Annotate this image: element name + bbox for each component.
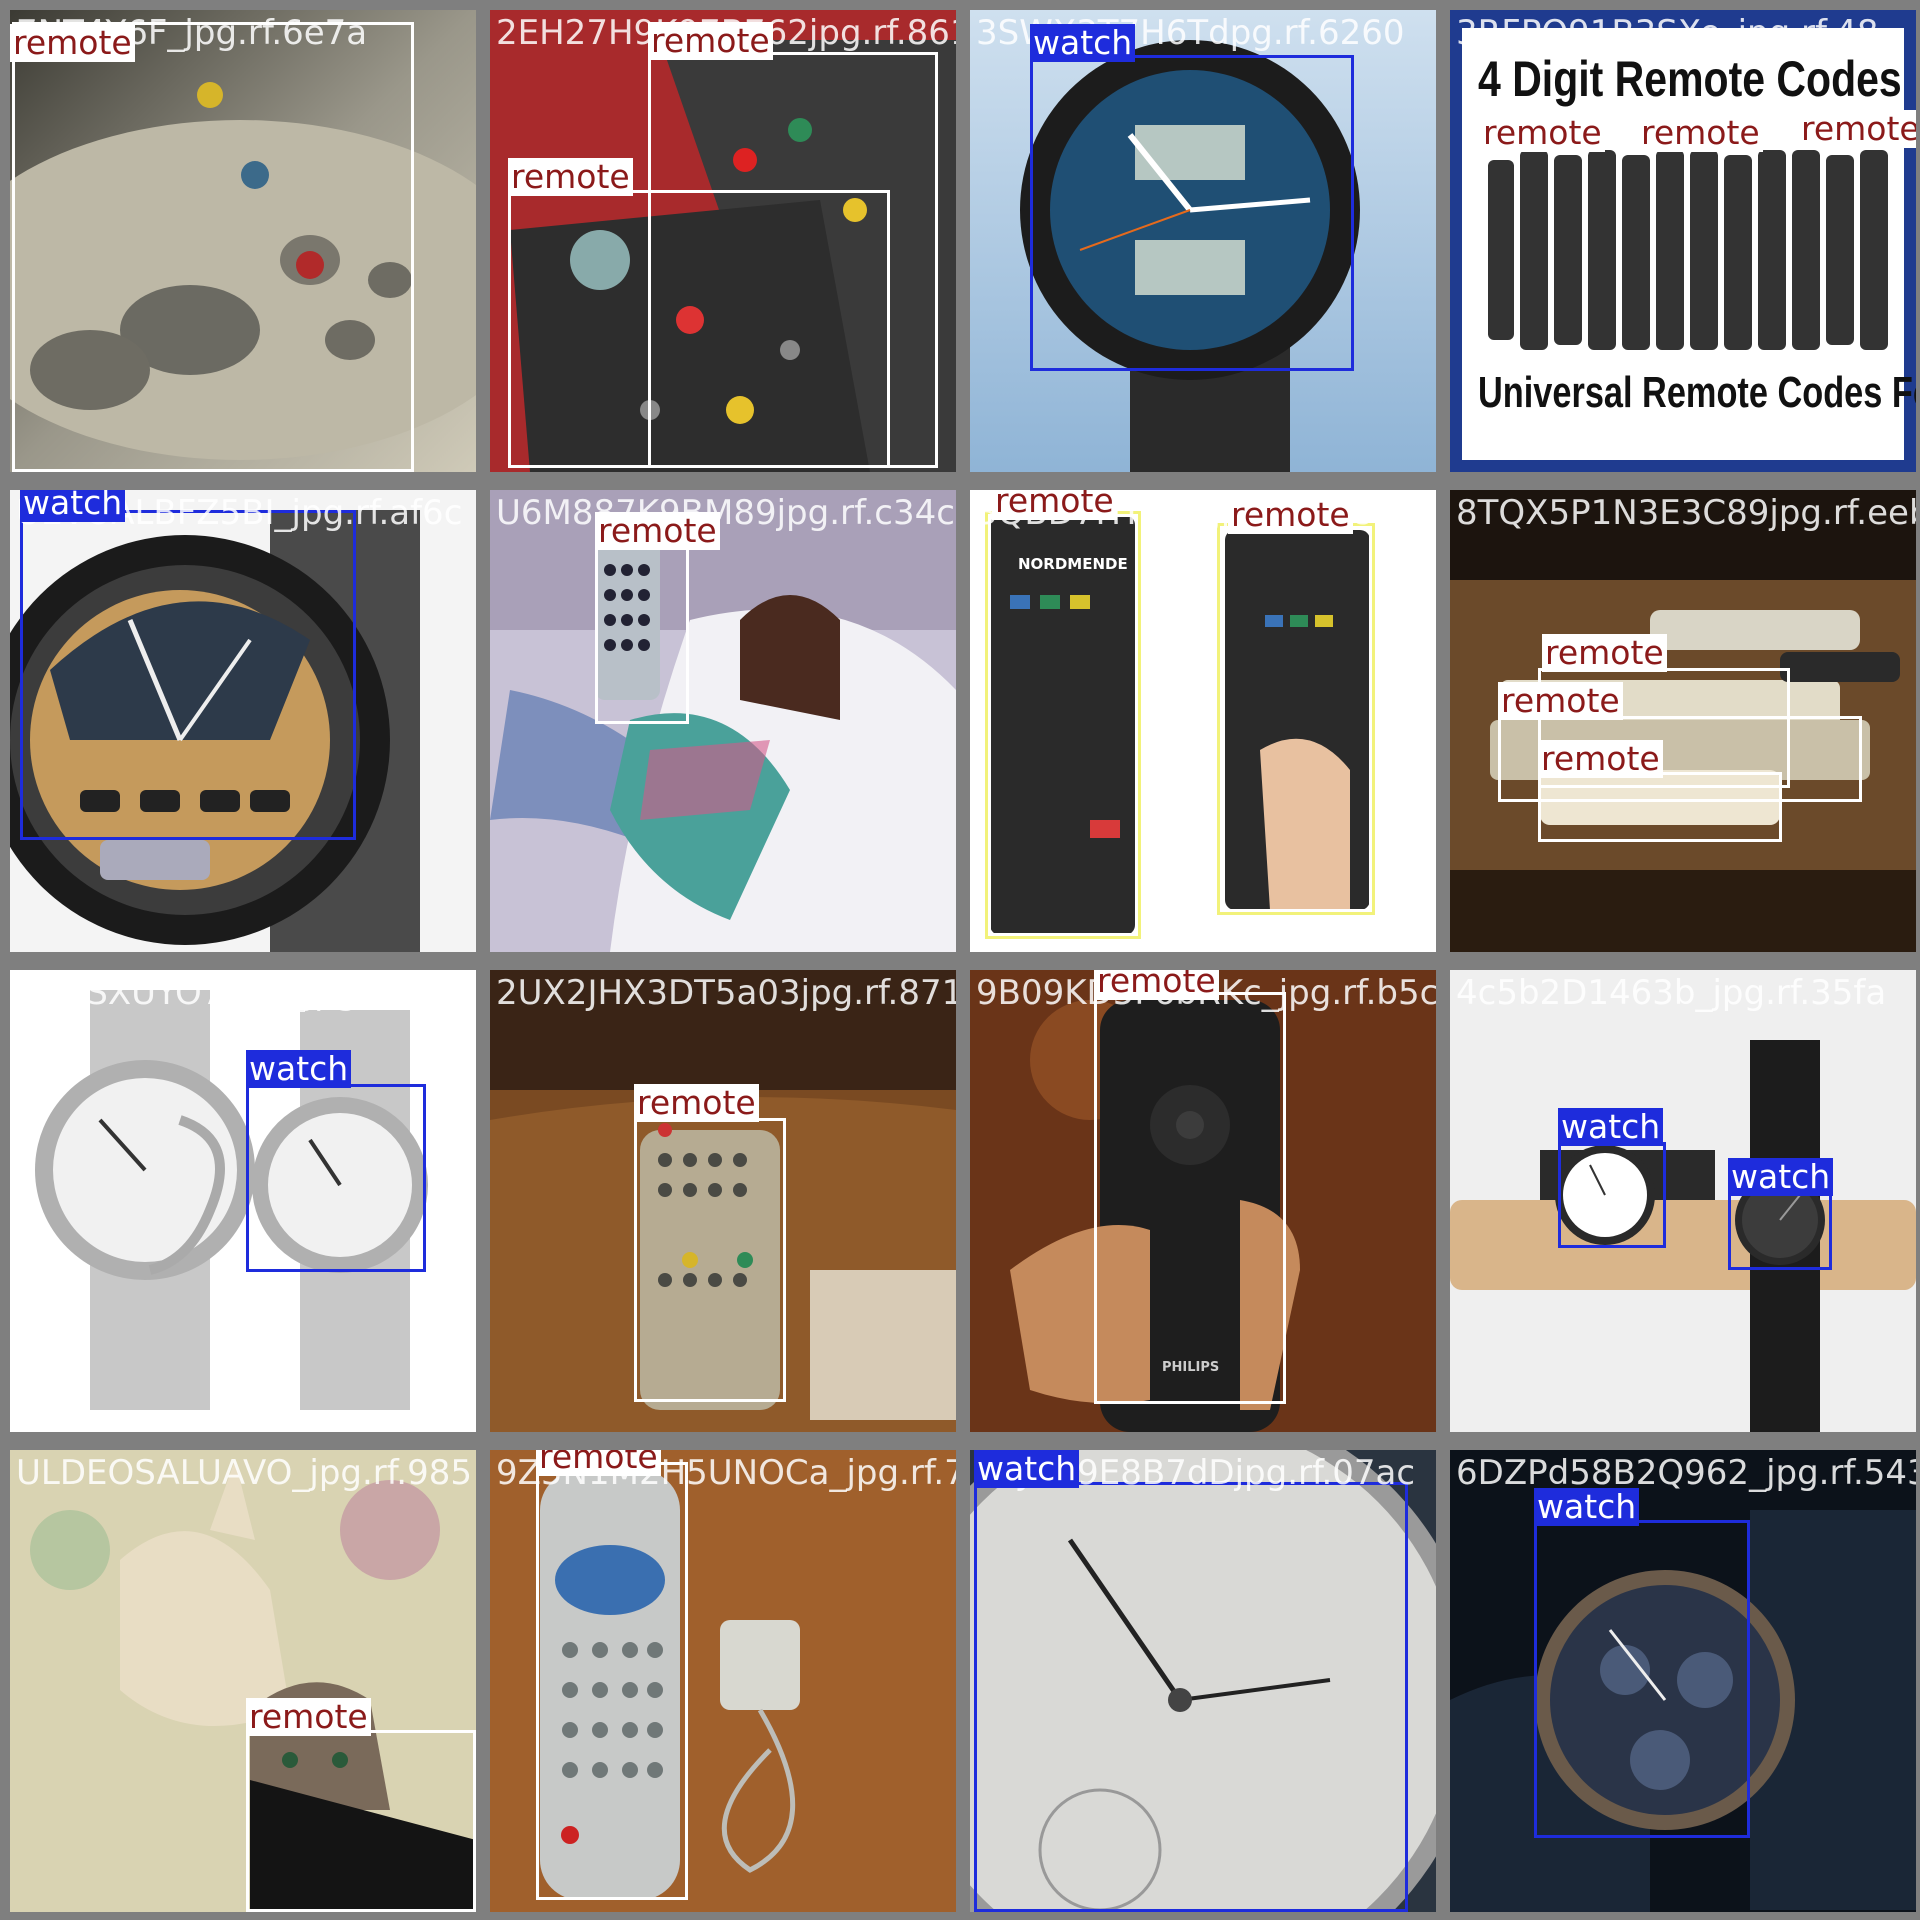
tile-10[interactable]: 2UX2JHX3DT5a03jpg.rf.871 remote bbox=[490, 970, 956, 1432]
remote-label: remote bbox=[1498, 682, 1623, 720]
watch-label: watch bbox=[1558, 1108, 1664, 1146]
remote-box bbox=[595, 544, 689, 724]
tile-7[interactable]: 3QBD7HT98Gjpg.rf.ad8 NORDMENDE remote re… bbox=[970, 490, 1436, 952]
remote-label: remote bbox=[1798, 110, 1916, 148]
tile-14[interactable]: 9Z5N1M2H5UNOCa_jpg.rf.7d8 remote bbox=[490, 1450, 956, 1912]
photo bbox=[970, 490, 1436, 952]
watch-box bbox=[20, 510, 356, 840]
photo bbox=[10, 10, 476, 472]
tile-2[interactable]: 2EH27H9K97B762jpg.rf.861 remote remote bbox=[490, 10, 956, 472]
remote-label: remote bbox=[536, 1450, 661, 1476]
watch-box bbox=[1728, 1190, 1832, 1270]
watch-label: watch bbox=[1534, 1488, 1640, 1526]
photo bbox=[1450, 490, 1916, 952]
remote-box bbox=[1094, 992, 1286, 1404]
remote-box bbox=[988, 514, 1138, 936]
tile-3[interactable]: 3SWX3T7H6Tdpg.rf.6260 watch bbox=[970, 10, 1436, 472]
photo bbox=[10, 490, 476, 952]
remote-box bbox=[1538, 772, 1782, 842]
remote-label: remote bbox=[1480, 114, 1605, 152]
photo bbox=[970, 970, 1436, 1432]
remote-label: remote bbox=[634, 1084, 759, 1122]
remote-box bbox=[508, 190, 890, 468]
watch-label: watch bbox=[246, 1050, 352, 1088]
remote-label: remote bbox=[508, 158, 633, 196]
photo bbox=[970, 10, 1436, 472]
watch-box bbox=[246, 1084, 426, 1272]
remote-box bbox=[246, 1730, 476, 1912]
watch-box bbox=[1534, 1520, 1750, 1838]
tile-8[interactable]: 8TQX5P1N3E3C89jpg.rf.eeb remote remote r… bbox=[1450, 490, 1916, 952]
remote-label: remote bbox=[246, 1698, 371, 1736]
remote-label: remote bbox=[1638, 114, 1763, 152]
watch-box bbox=[1030, 55, 1354, 371]
brand-text: NORDMENDE bbox=[1018, 555, 1128, 573]
remote-label: remote bbox=[595, 512, 720, 550]
remote-box bbox=[536, 1462, 688, 1900]
photo bbox=[970, 1450, 1436, 1912]
watch-box bbox=[974, 1482, 1408, 1912]
tile-1[interactable]: 7NT4Y6F_jpg.rf.6e7a remote bbox=[10, 10, 476, 472]
remote-label: remote bbox=[992, 490, 1117, 520]
photo bbox=[1450, 10, 1916, 472]
photo bbox=[490, 10, 956, 472]
tile-4[interactable]: 3RFPQ91B3SXe_jpg.rf.48 4 Digit Remote Co… bbox=[1450, 10, 1916, 472]
tile-9[interactable]: UGYSXUYO70CL_jpg.rf.9b2 watch bbox=[10, 970, 476, 1432]
remote-label: remote bbox=[1538, 740, 1663, 778]
watch-label: watch bbox=[974, 1450, 1080, 1488]
photo bbox=[1450, 970, 1916, 1432]
remote-label: remote bbox=[648, 22, 773, 60]
tile-6[interactable]: U6M887K9BM89jpg.rf.c34c remote bbox=[490, 490, 956, 952]
brand-text: PHILIPS bbox=[1162, 1360, 1220, 1375]
remote-label: remote bbox=[1542, 634, 1667, 672]
remote-label: remote bbox=[1094, 970, 1219, 1000]
tile-12[interactable]: 4c5b2D1463b_jpg.rf.35fa watch watch bbox=[1450, 970, 1916, 1432]
tile-11[interactable]: 9B09KD5F6bRKc_jpg.rf.b5c0 PHILIPS remote bbox=[970, 970, 1436, 1432]
photo bbox=[1450, 1450, 1916, 1912]
tile-16[interactable]: 6DZPd58B2Q962_jpg.rf.543c watch bbox=[1450, 1450, 1916, 1912]
tile-5[interactable]: UEVOALBFZ5BI_jpg.rf.af6c watch bbox=[10, 490, 476, 952]
tile-13[interactable]: ULDEOSALUAVO_jpg.rf.985 remote bbox=[10, 1450, 476, 1912]
watch-label: watch bbox=[1728, 1158, 1834, 1196]
remote-box bbox=[12, 22, 414, 472]
watch-label: watch bbox=[20, 490, 126, 522]
tile-15[interactable]: 3SJXO9E8B7dDjpg.rf.07ac watch bbox=[970, 1450, 1436, 1912]
poster-subtitle: Universal Remote Codes For TV bbox=[1478, 368, 1916, 417]
watch-label: watch bbox=[1030, 24, 1136, 62]
photo bbox=[490, 970, 956, 1432]
photo bbox=[490, 1450, 956, 1912]
remote-label: remote bbox=[10, 24, 135, 62]
photo bbox=[10, 970, 476, 1432]
watch-box bbox=[1558, 1142, 1666, 1248]
photo bbox=[490, 490, 956, 952]
remote-label: remote bbox=[1228, 496, 1353, 534]
remote-box bbox=[1498, 716, 1862, 802]
poster-title: 4 Digit Remote Codes bbox=[1478, 51, 1902, 107]
remote-box bbox=[634, 1118, 786, 1402]
remote-box bbox=[1220, 526, 1372, 912]
